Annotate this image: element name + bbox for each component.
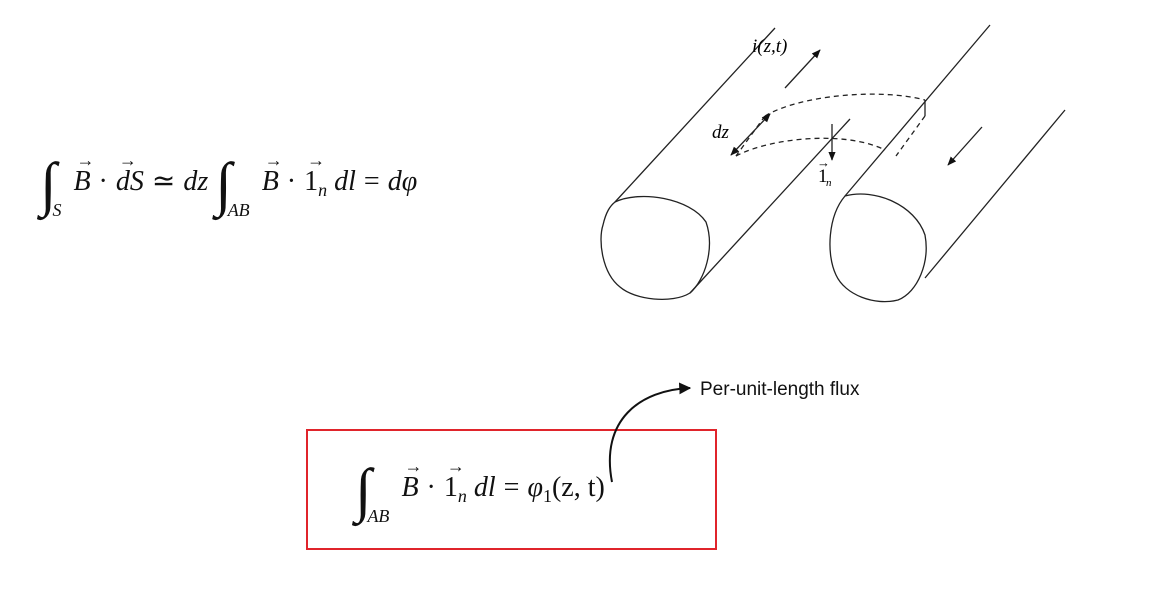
highlight-box bbox=[306, 429, 717, 550]
return-current-arrow bbox=[947, 126, 983, 166]
dz-arrow bbox=[730, 113, 771, 156]
left-conductor-edge-1 bbox=[614, 27, 776, 203]
normal-subscript: n bbox=[826, 177, 832, 189]
unit-normal-subscript: n bbox=[457, 486, 467, 506]
flux-annotation-label: Per-unit-length flux bbox=[700, 379, 860, 400]
unit-normal-subscript: n bbox=[318, 180, 328, 200]
equals-operator: = bbox=[363, 166, 380, 197]
integral-subscript-ab: AB bbox=[367, 506, 390, 526]
integral-subscript-s: S bbox=[52, 200, 62, 220]
dz-label: dz bbox=[712, 122, 730, 143]
right-conductor-edge-1 bbox=[844, 24, 991, 197]
vector-b: B bbox=[401, 456, 422, 504]
left-conductor-cross-section bbox=[600, 195, 710, 300]
normal-label: 1 bbox=[818, 166, 828, 187]
unit-normal: 1 bbox=[304, 150, 325, 198]
integral-sign: ∫ bbox=[40, 151, 57, 217]
right-conductor-cross-section bbox=[829, 193, 927, 303]
vector-b: B bbox=[73, 150, 94, 198]
flux-integral-equation: ∫SB·dS≃dz ∫ABB·1n dl=dφ bbox=[40, 136, 418, 220]
dl-term: dl bbox=[473, 472, 496, 503]
dot-operator-2: · bbox=[286, 166, 297, 197]
vector-ds: dS bbox=[116, 150, 144, 198]
annotation-arrow bbox=[609, 382, 692, 483]
dphi-term: dφ bbox=[387, 166, 418, 197]
vector-b-2: B bbox=[262, 150, 283, 198]
dot-operator: · bbox=[98, 166, 108, 197]
phi-term: φ bbox=[527, 472, 543, 503]
integral-sign: ∫ bbox=[355, 457, 372, 523]
normal-label-vector-mark: → bbox=[817, 155, 830, 170]
current-label: i(z,t) bbox=[752, 36, 787, 57]
dz-term: dz bbox=[183, 166, 209, 197]
right-conductor-edge-2 bbox=[924, 109, 1066, 279]
surface-element-top-edge bbox=[764, 93, 926, 117]
per-unit-length-flux-equation: ∫ABB·1n dl=φ1(z, t) bbox=[355, 442, 605, 526]
phi-subscript: 1 bbox=[542, 486, 552, 506]
surface-element-right-edge bbox=[895, 115, 926, 157]
equals-operator: = bbox=[503, 472, 520, 503]
dl-term: dl bbox=[334, 166, 356, 197]
left-conductor-edge-2 bbox=[689, 118, 851, 294]
approx-operator: ≃ bbox=[151, 166, 176, 197]
unit-normal: 1 bbox=[444, 456, 465, 504]
dot-operator: · bbox=[426, 472, 436, 503]
integral-subscript-ab: AB bbox=[227, 200, 250, 220]
surface-element-bottom-edge bbox=[735, 137, 886, 157]
surface-element-left-edge bbox=[735, 115, 766, 157]
current-arrow bbox=[784, 49, 821, 89]
integral-sign-2: ∫ bbox=[215, 151, 232, 217]
phi-arguments: (z, t) bbox=[551, 472, 605, 503]
